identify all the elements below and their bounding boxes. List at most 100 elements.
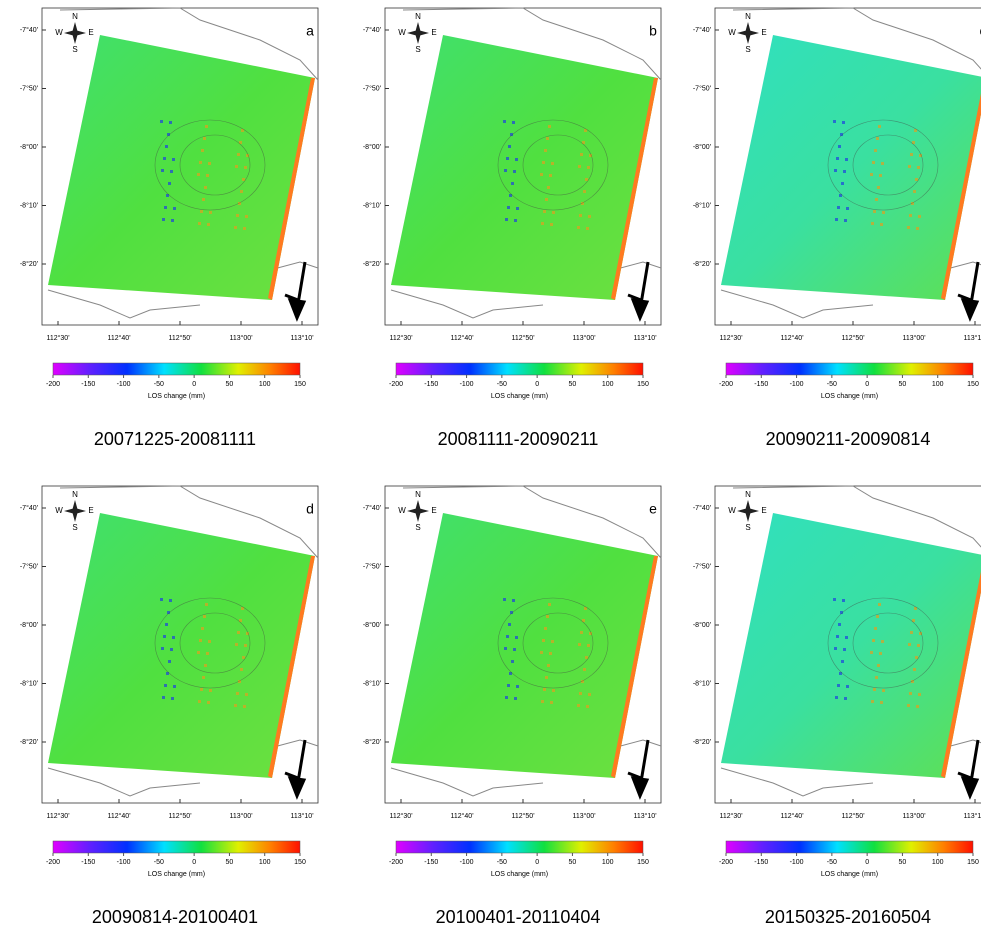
- colorbar-tick-label: 150: [294, 859, 306, 866]
- speckle: [163, 157, 166, 160]
- lat-label: -7°40': [20, 504, 38, 512]
- speckle: [916, 227, 919, 230]
- lat-label: -8°00': [20, 621, 38, 629]
- speckle: [915, 178, 918, 181]
- speckle: [545, 676, 548, 679]
- speckle: [163, 635, 166, 638]
- colorbar-tick-label: 150: [637, 859, 649, 866]
- speckle: [841, 182, 844, 185]
- speckle: [205, 603, 208, 606]
- speckle: [918, 693, 921, 696]
- speckle: [912, 619, 915, 622]
- speckle: [844, 219, 847, 222]
- speckle: [161, 169, 164, 172]
- speckle: [873, 688, 876, 691]
- compass-n: N: [745, 490, 751, 499]
- contour: [497, 597, 609, 689]
- compass-n: N: [415, 490, 421, 499]
- speckle: [881, 162, 884, 165]
- speckle: [911, 202, 914, 205]
- speckle: [169, 599, 172, 602]
- speckle: [586, 705, 589, 708]
- colorbar-tick-label: -50: [827, 859, 837, 866]
- colorbar-tick-label: 50: [899, 381, 907, 388]
- speckle: [165, 623, 168, 626]
- speckle: [550, 223, 553, 226]
- contour: [179, 612, 251, 674]
- speckle: [540, 651, 543, 654]
- lat-label: -7°50': [363, 562, 381, 570]
- speckle: [580, 631, 583, 634]
- contour: [827, 119, 939, 211]
- date-range: 20090211-20090814: [766, 429, 931, 449]
- speckle: [242, 178, 245, 181]
- speckle: [550, 701, 553, 704]
- lon-label: 112°40': [780, 334, 803, 342]
- lon-label: 113°10': [633, 334, 656, 342]
- speckle: [907, 704, 910, 707]
- speckle: [234, 226, 237, 229]
- lon-label: 113°10': [290, 334, 313, 342]
- speckle: [504, 169, 507, 172]
- speckle: [237, 631, 240, 634]
- speckle: [239, 619, 242, 622]
- lon-label: 112°30': [719, 812, 742, 820]
- colorbar-tick-label: -100: [790, 381, 804, 388]
- lat-label: -7°40': [693, 504, 711, 512]
- lon-label: 112°30': [719, 334, 742, 342]
- compass-s: S: [415, 523, 420, 532]
- colorbar-tick-label: -200: [389, 859, 403, 866]
- speckle: [589, 154, 592, 157]
- contour: [179, 134, 251, 196]
- compass-w: W: [55, 506, 63, 515]
- panel: -7°40' -7°50' -8°00' -8°10' -8°20' 112°30' 112…: [693, 7, 981, 449]
- speckle: [548, 125, 551, 128]
- speckle: [878, 603, 881, 606]
- speckle: [166, 672, 169, 675]
- speckle: [577, 704, 580, 707]
- lat-label: -8°10': [693, 679, 711, 687]
- speckle: [162, 696, 165, 699]
- colorbar-tick-label: 0: [192, 381, 196, 388]
- speckle: [511, 660, 514, 663]
- lon-label: 112°50': [168, 334, 191, 342]
- coastline: [390, 485, 662, 797]
- compass-s: S: [745, 523, 750, 532]
- speckle: [241, 129, 244, 132]
- speckle: [879, 652, 882, 655]
- colorbar-tick-label: 0: [192, 859, 196, 866]
- colorbar-tick-label: -50: [154, 381, 164, 388]
- look-arrow: [627, 261, 650, 322]
- lon-label: 112°30': [389, 812, 412, 820]
- speckle: [507, 206, 510, 209]
- speckle: [512, 599, 515, 602]
- speckle: [542, 639, 545, 642]
- speckle: [874, 627, 877, 630]
- panel-letter: e: [649, 501, 657, 517]
- speckle: [513, 170, 516, 173]
- colorbar-tick-label: -200: [389, 381, 403, 388]
- speckle: [880, 223, 883, 226]
- speckle: [835, 218, 838, 221]
- compass-n: N: [72, 12, 78, 21]
- speckle: [515, 636, 518, 639]
- speckle: [908, 643, 911, 646]
- contour: [154, 119, 266, 211]
- look-arrow: [957, 739, 980, 800]
- speckle: [242, 656, 245, 659]
- speckle: [243, 705, 246, 708]
- look-arrow: [284, 261, 307, 322]
- colorbar-label: LOS change (mm): [148, 393, 205, 400]
- compass: [737, 500, 759, 522]
- compass-w: W: [55, 28, 63, 37]
- speckle: [506, 635, 509, 638]
- colorbar-tick-label: 100: [932, 381, 944, 388]
- lat-label: -8°10': [363, 679, 381, 687]
- speckle: [236, 692, 239, 695]
- speckle: [160, 120, 163, 123]
- lat-label: -8°20': [693, 260, 711, 268]
- lat-label: -7°50': [693, 84, 711, 92]
- speckle: [240, 190, 243, 193]
- compass-e: E: [88, 506, 93, 515]
- speckle: [200, 688, 203, 691]
